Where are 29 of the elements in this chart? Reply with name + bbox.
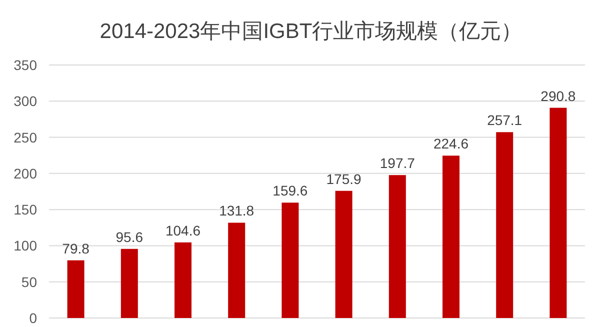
data-label: 175.9 [326,170,362,187]
data-label: 95.6 [116,228,144,245]
y-tick-label: 300 [14,93,38,110]
y-tick-label: 100 [14,238,38,254]
data-label: 104.6 [165,222,201,238]
data-label: 131.8 [219,202,254,219]
y-tick-label: 350 [14,57,38,73]
bar [120,248,138,318]
bar [388,175,406,318]
bar [442,156,460,318]
data-label: 290.8 [540,88,576,104]
data-label: 257.1 [487,112,522,128]
bar [282,202,299,318]
bar [496,132,514,318]
chart-title: 2014-2023年中国IGBT行业市场规模（亿元） [100,20,522,43]
y-tick-label: 0 [29,310,38,326]
bar [335,190,352,318]
y-tick-label: 250 [14,129,38,146]
y-tick-label: 200 [14,165,38,182]
bar [174,242,192,318]
y-tick-label: 50 [21,274,38,290]
data-label: 197.7 [380,155,416,172]
bar [228,222,246,318]
y-tick-label: 150 [14,202,38,218]
data-label: 159.6 [272,182,308,199]
bar [550,108,567,318]
data-label: 224.6 [433,136,469,152]
data-label: 79.8 [62,240,90,256]
bar [67,260,84,318]
